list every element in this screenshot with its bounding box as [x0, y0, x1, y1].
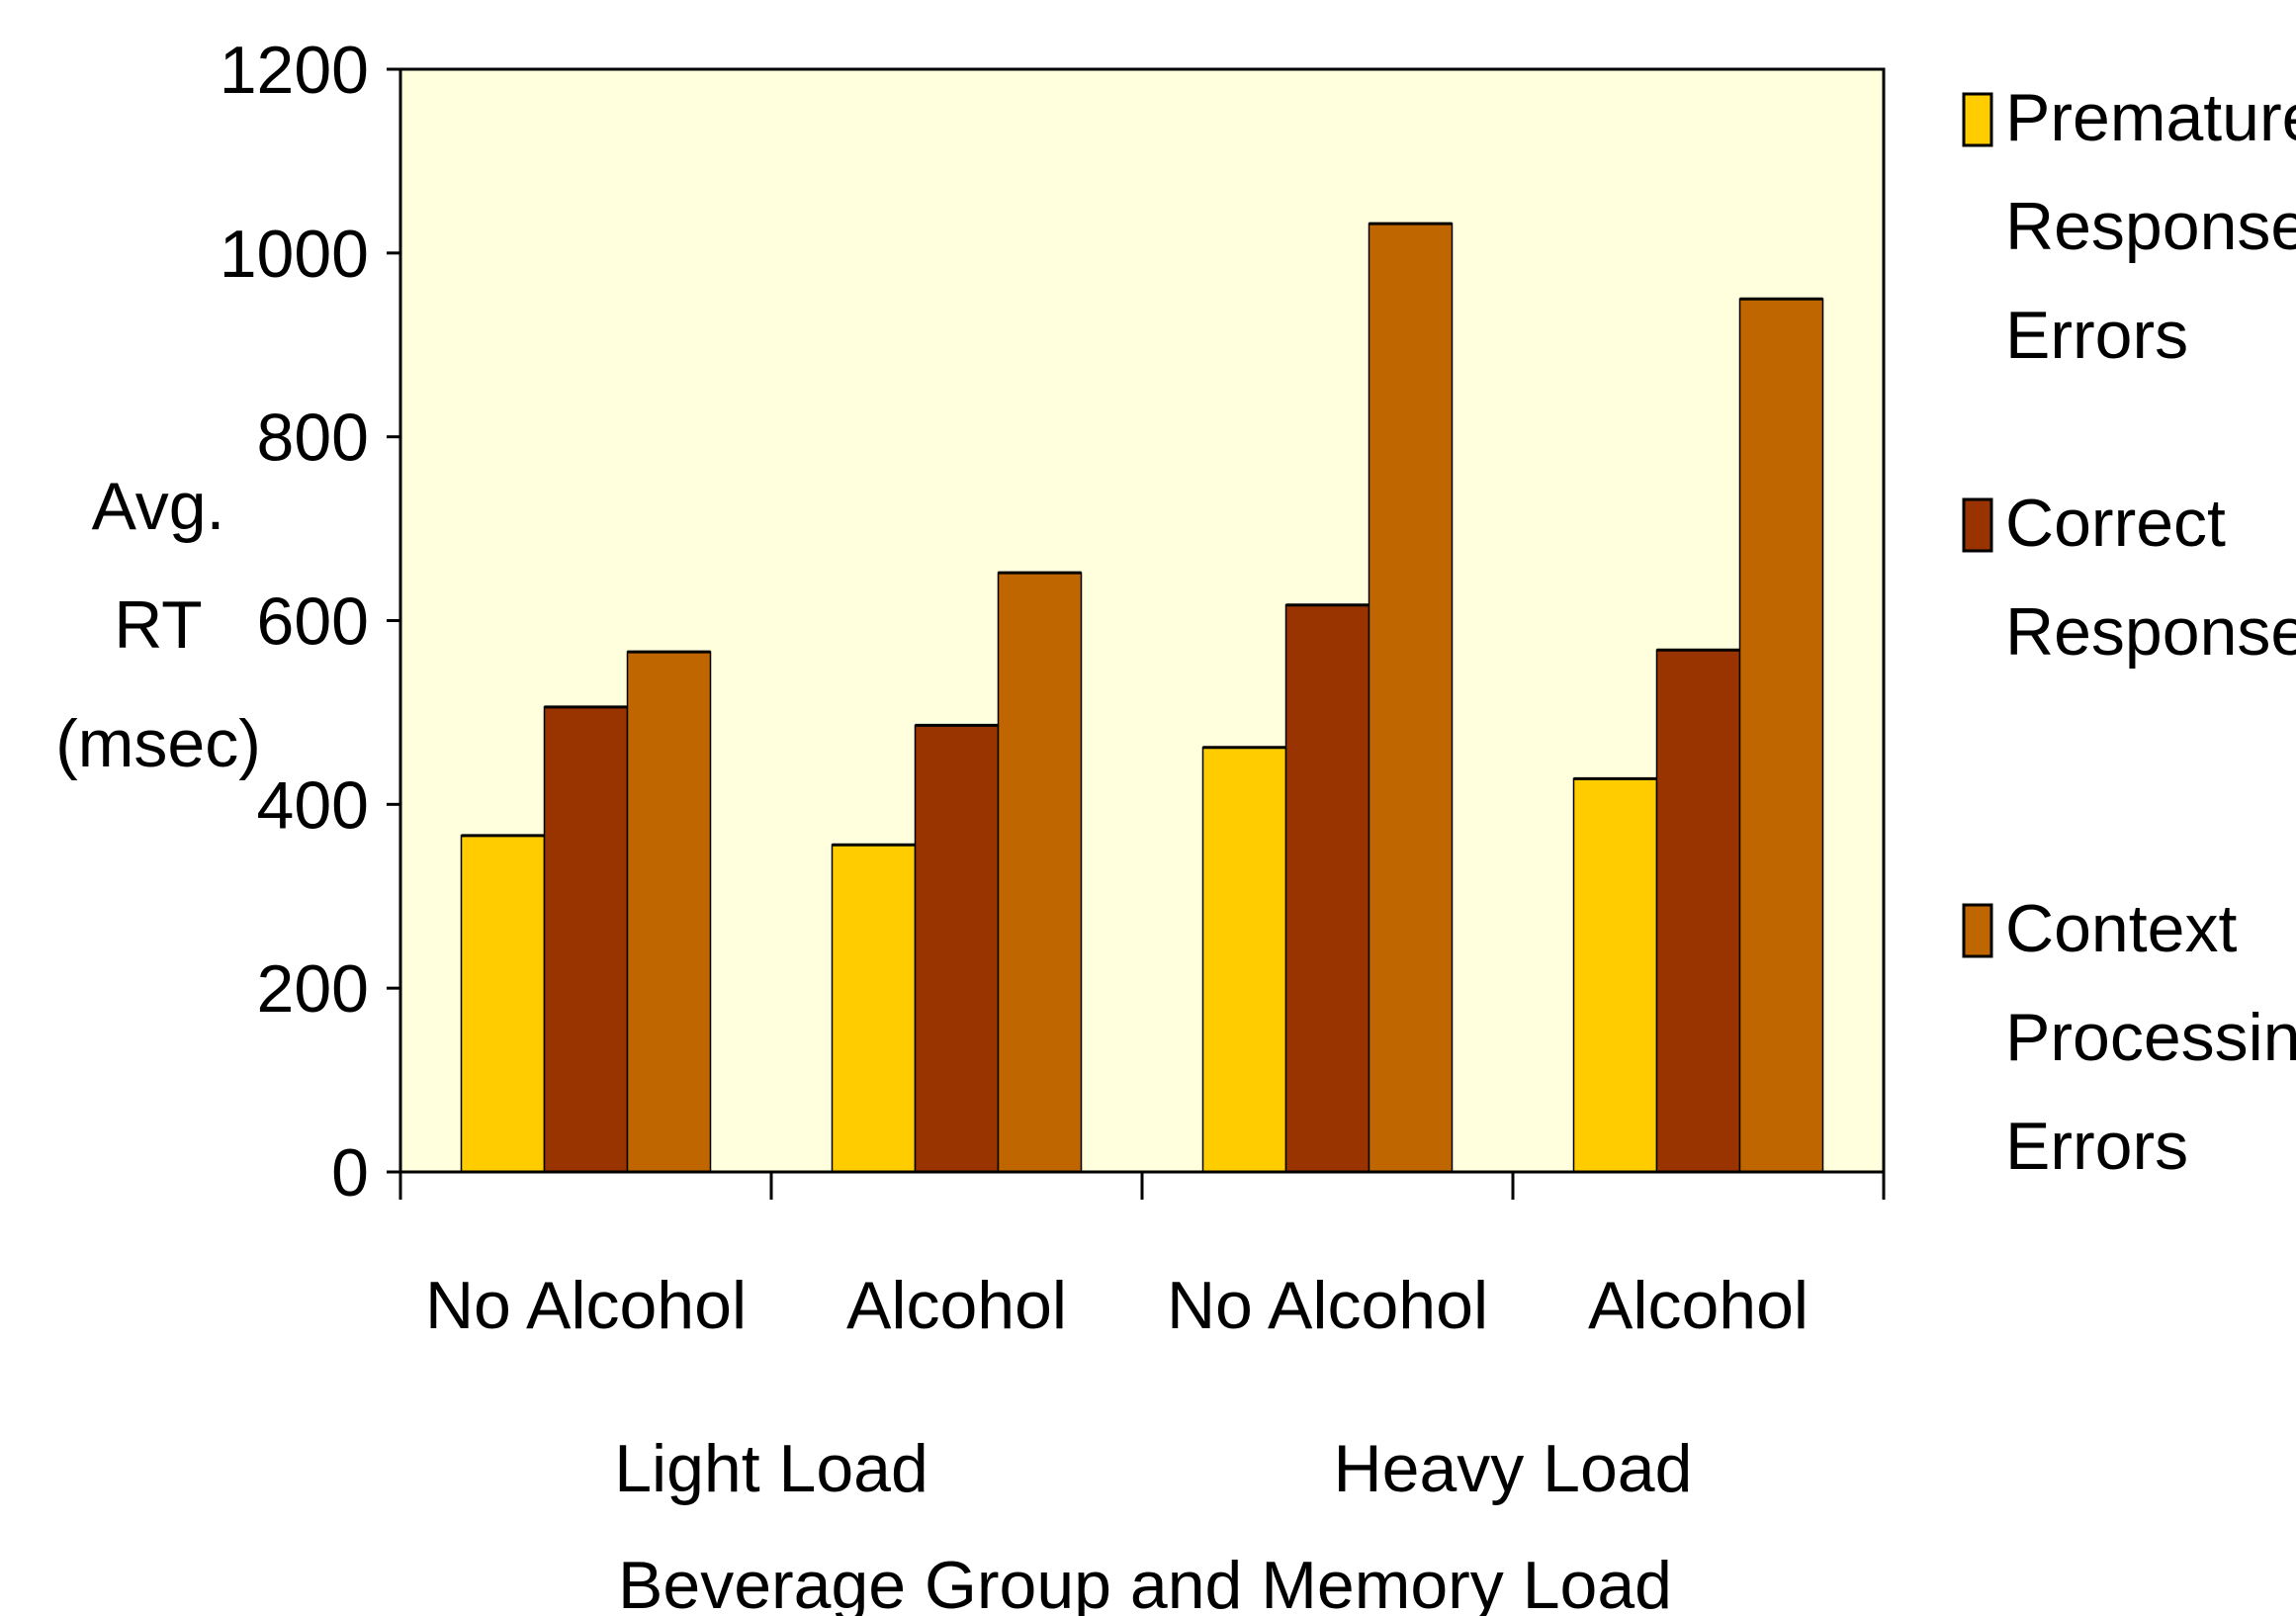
y-tick-label: 1200 — [220, 33, 369, 108]
legend-label: Errors — [2005, 298, 2188, 373]
x-category-label: No Alcohol — [1167, 1268, 1488, 1343]
y-tick-label: 0 — [331, 1135, 369, 1211]
x-axis-title-group: Beverage Group and Memory Load — [618, 1548, 1672, 1616]
legend-label: Correct — [2005, 486, 2226, 561]
y-axis-title-line: Avg. — [92, 469, 225, 544]
legend-label: Processing — [2005, 1000, 2296, 1075]
y-axis: 0 200 400 600 800 1000 1200 — [220, 33, 402, 1211]
legend-label: Context — [2005, 891, 2237, 966]
legend-label: Responses — [2005, 594, 2296, 670]
bar-2-2 — [914, 724, 1000, 1173]
bars — [460, 222, 1824, 1173]
bar-1-2 — [831, 844, 917, 1173]
x-category-label: Alcohol — [846, 1268, 1067, 1343]
bar-3-4 — [1738, 298, 1824, 1173]
legend: Premature Response Errors Correct Responses C… — [1962, 80, 2296, 1184]
x-group-label: Light Load — [614, 1431, 928, 1506]
y-axis-title-line: (msec) — [55, 706, 261, 781]
legend-label: Premature — [2005, 80, 2296, 155]
bar-3-1 — [626, 651, 712, 1173]
y-tick-label: 400 — [257, 767, 369, 843]
x-axis: No Alcohol Alcohol No Alcohol Alcohol Light … — [387, 1170, 1886, 1506]
bar-2-3 — [1284, 603, 1370, 1173]
bar-2-4 — [1655, 649, 1741, 1173]
x-category-label: No Alcohol — [425, 1268, 747, 1343]
legend-label: Errors — [2005, 1109, 2188, 1184]
x-group-label: Heavy Load — [1334, 1431, 1693, 1506]
y-tick-label: 200 — [257, 951, 369, 1027]
bar-1-3 — [1201, 746, 1287, 1173]
y-tick-label: 800 — [257, 401, 369, 476]
x-axis-title: Beverage Group and Memory Load — [618, 1548, 1672, 1616]
y-axis-title-line: RT — [114, 587, 202, 663]
legend-swatch — [1962, 497, 1993, 553]
bar-1-1 — [460, 835, 546, 1173]
y-tick-label: 600 — [257, 584, 369, 660]
y-axis-title: Avg. RT (msec) — [55, 469, 261, 781]
legend-swatch — [1962, 92, 1993, 147]
y-tick-label: 1000 — [220, 217, 369, 292]
bar-3-3 — [1368, 223, 1454, 1173]
legend-label: Response — [2005, 189, 2296, 264]
x-category-label: Alcohol — [1588, 1268, 1809, 1343]
legend-swatch — [1962, 903, 1993, 958]
bar-3-2 — [997, 572, 1083, 1173]
bar-1-4 — [1572, 777, 1658, 1173]
bar-2-1 — [543, 706, 629, 1173]
